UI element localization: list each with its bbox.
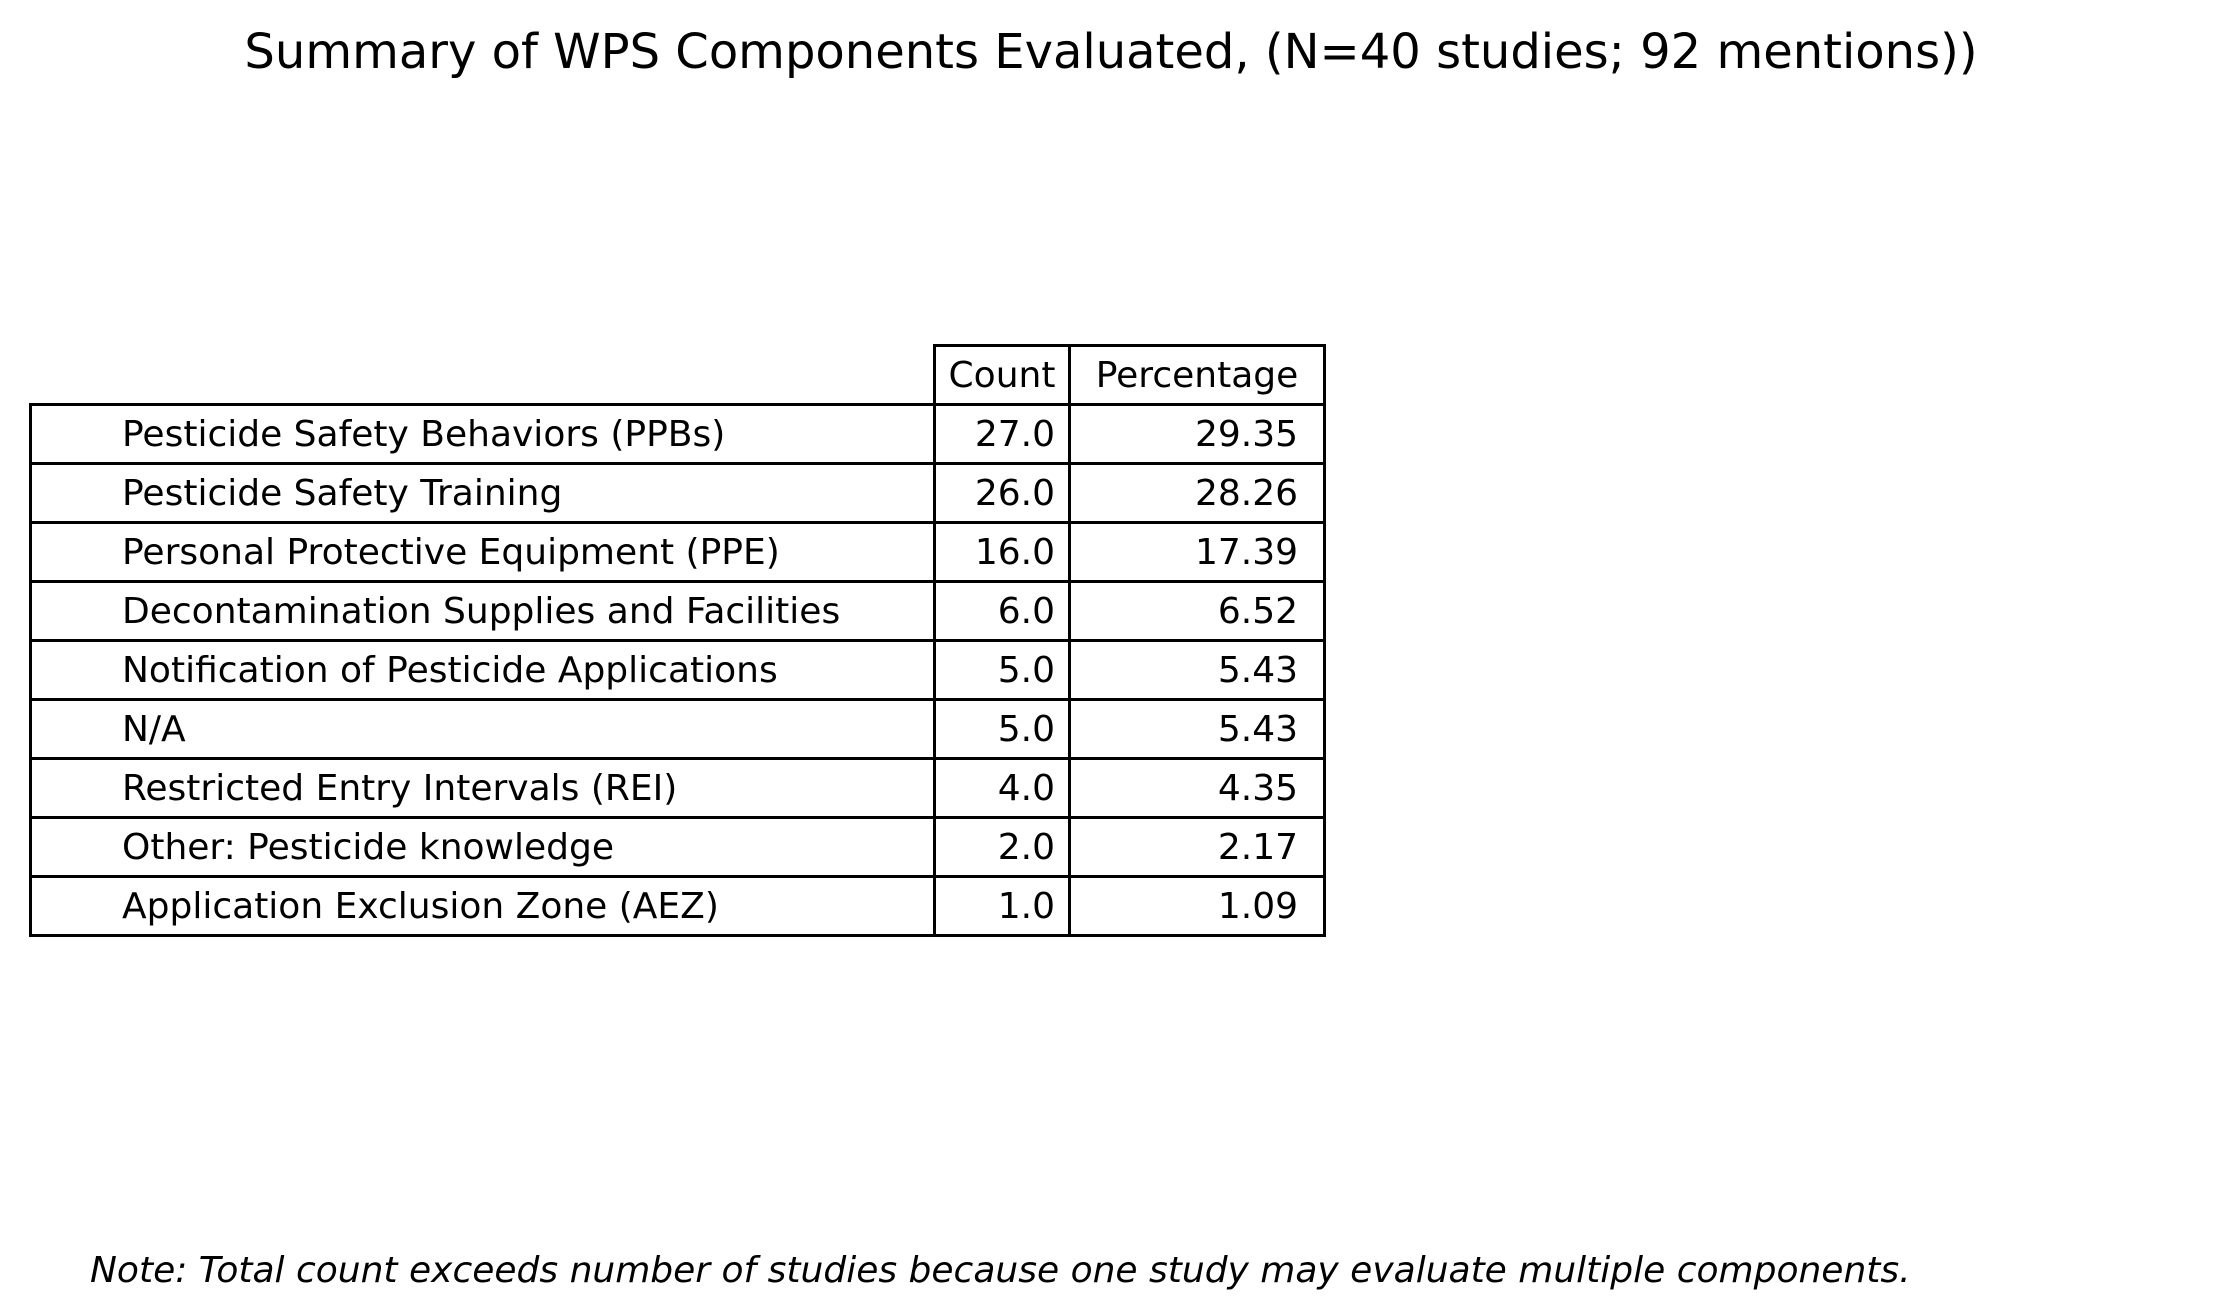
- summary-table: Count Percentage Pesticide Safety Behavi…: [29, 344, 1326, 937]
- table-row: Other: Pesticide knowledge 2.0 2.17: [29, 816, 1326, 878]
- row-label: Pesticide Safety Behaviors (PPBs): [29, 403, 936, 465]
- row-label: N/A: [29, 698, 936, 760]
- table-header-row: Count Percentage: [30, 344, 1326, 406]
- row-label: Decontamination Supplies and Facilities: [29, 580, 936, 642]
- header-corner-cell: [30, 345, 936, 406]
- percentage-cell: 5.43: [1068, 639, 1326, 701]
- count-cell: 1.0: [933, 875, 1071, 937]
- table-row: Restricted Entry Intervals (REI) 4.0 4.35: [29, 757, 1326, 819]
- table-row: Application Exclusion Zone (AEZ) 1.0 1.09: [29, 875, 1326, 937]
- row-label: Application Exclusion Zone (AEZ): [29, 875, 936, 937]
- count-cell: 16.0: [933, 521, 1071, 583]
- row-label: Notification of Pesticide Applications: [29, 639, 936, 701]
- percentage-cell: 17.39: [1068, 521, 1326, 583]
- column-header-count: Count: [933, 344, 1071, 406]
- count-cell: 5.0: [933, 639, 1071, 701]
- count-cell: 27.0: [933, 403, 1071, 465]
- column-header-percentage: Percentage: [1068, 344, 1326, 406]
- percentage-cell: 2.17: [1068, 816, 1326, 878]
- row-label: Personal Protective Equipment (PPE): [29, 521, 936, 583]
- row-label: Restricted Entry Intervals (REI): [29, 757, 936, 819]
- table-row: Decontamination Supplies and Facilities 6…: [29, 580, 1326, 642]
- percentage-cell: 6.52: [1068, 580, 1326, 642]
- count-cell: 2.0: [933, 816, 1071, 878]
- percentage-cell: 1.09: [1068, 875, 1326, 937]
- percentage-cell: 28.26: [1068, 462, 1326, 524]
- count-cell: 4.0: [933, 757, 1071, 819]
- percentage-cell: 4.35: [1068, 757, 1326, 819]
- footnote: Note: Total count exceeds number of stud…: [90, 1250, 1911, 1291]
- table-row: N/A 5.0 5.43: [29, 698, 1326, 760]
- count-cell: 5.0: [933, 698, 1071, 760]
- table-row: Notification of Pesticide Applications 5.…: [29, 639, 1326, 701]
- percentage-cell: 29.35: [1068, 403, 1326, 465]
- row-label: Other: Pesticide knowledge: [29, 816, 936, 878]
- count-cell: 6.0: [933, 580, 1071, 642]
- table-row: Pesticide Safety Behaviors (PPBs) 27.0 29.…: [29, 403, 1326, 465]
- chart-title: Summary of WPS Components Evaluated, (N=…: [244, 24, 1978, 80]
- table-row: Pesticide Safety Training 26.0 28.26: [29, 462, 1326, 524]
- row-label: Pesticide Safety Training: [29, 462, 936, 524]
- percentage-cell: 5.43: [1068, 698, 1326, 760]
- count-cell: 26.0: [933, 462, 1071, 524]
- table-row: Personal Protective Equipment (PPE) 16.0 1…: [29, 521, 1326, 583]
